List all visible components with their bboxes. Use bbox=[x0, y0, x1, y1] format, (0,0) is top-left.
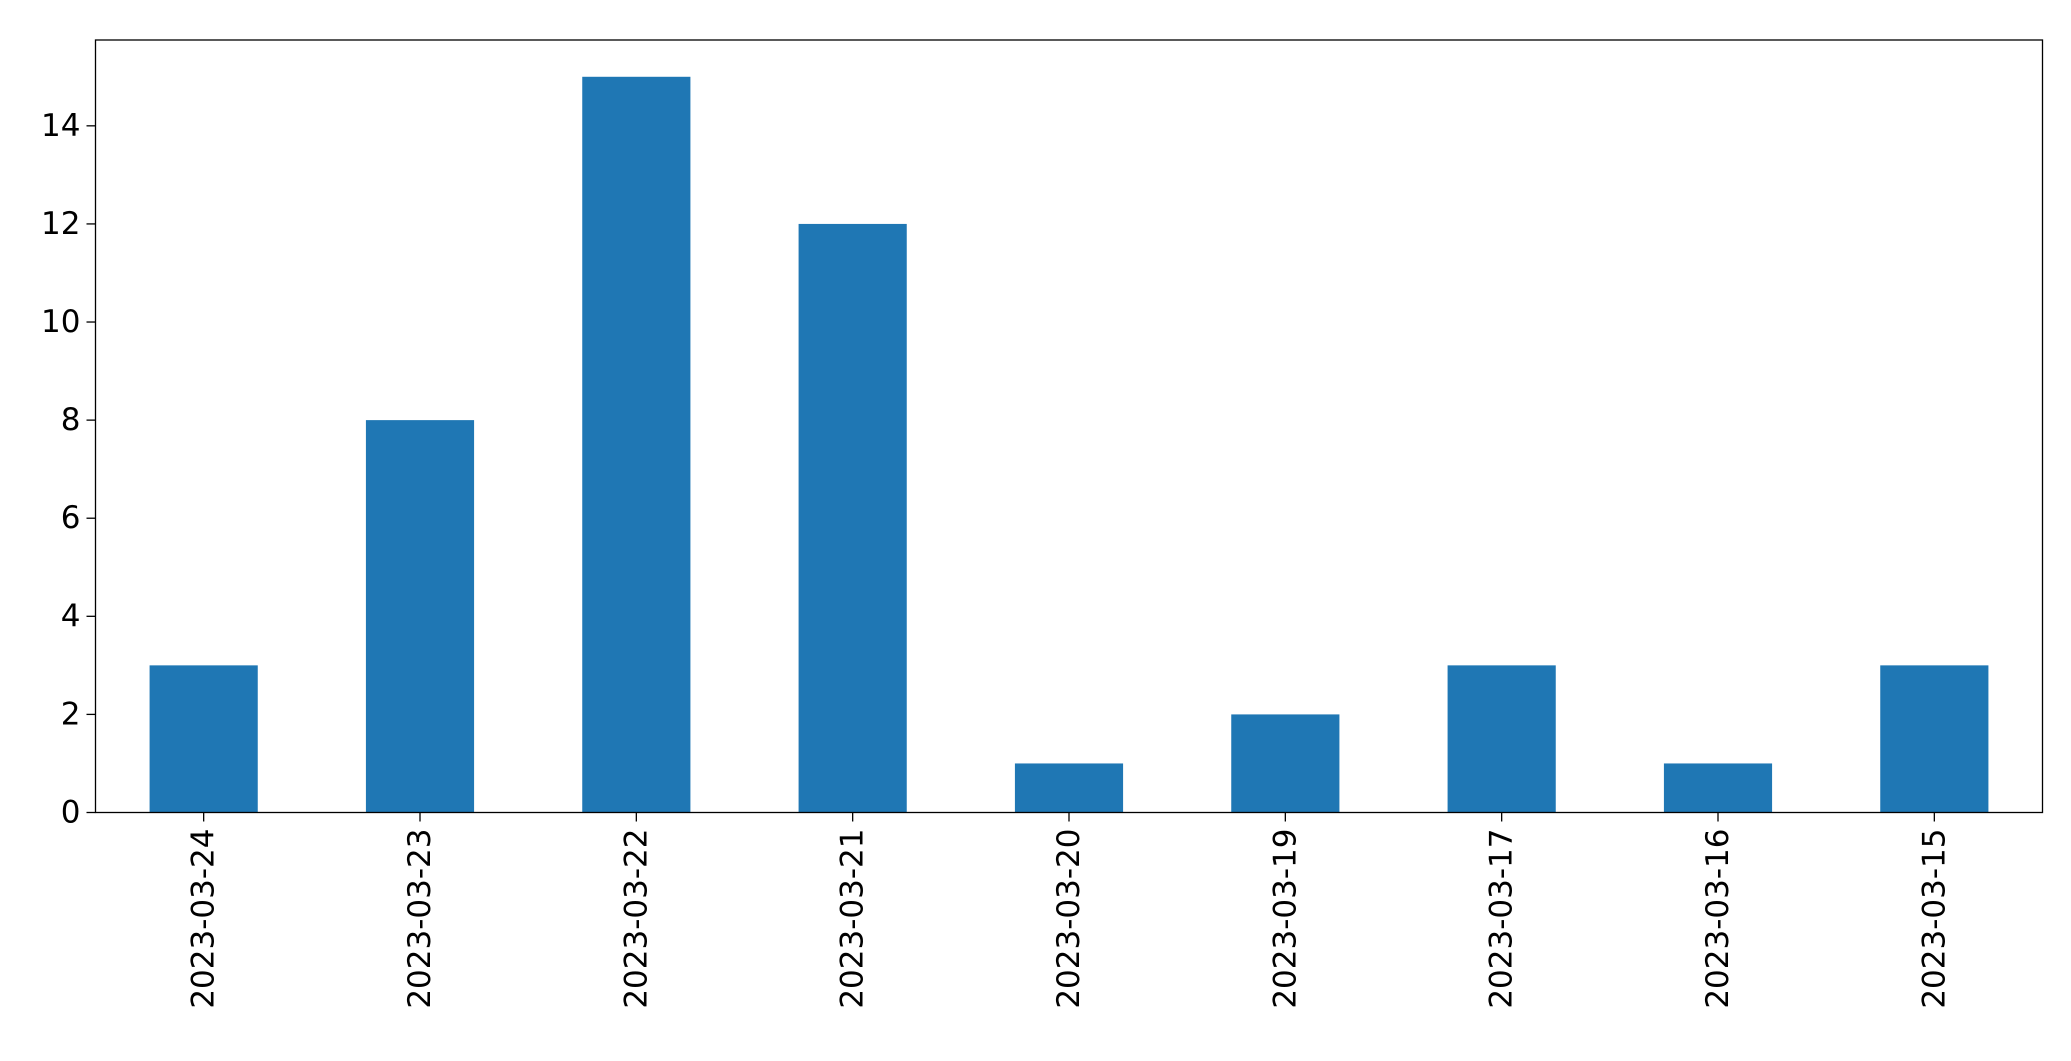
x-tick-label: 2023-03-20 bbox=[1051, 829, 1087, 1009]
bar bbox=[149, 665, 258, 813]
x-tick-label: 2023-03-15 bbox=[1916, 829, 1952, 1009]
y-tick-label: 12 bbox=[41, 206, 80, 242]
bar bbox=[798, 223, 907, 813]
x-tick-label: 2023-03-16 bbox=[1700, 829, 1736, 1009]
y-tick-label: 4 bbox=[61, 598, 81, 634]
x-tick-label: 2023-03-21 bbox=[835, 829, 871, 1009]
bar bbox=[582, 76, 691, 813]
x-tick-label: 2023-03-19 bbox=[1267, 829, 1303, 1009]
bar bbox=[365, 420, 475, 813]
x-tick-label: 2023-03-17 bbox=[1484, 829, 1520, 1009]
x-tick-label: 2023-03-22 bbox=[618, 829, 654, 1009]
y-tick-label: 10 bbox=[41, 304, 80, 340]
bar bbox=[1880, 665, 1989, 813]
y-tick-label: 0 bbox=[61, 795, 81, 831]
y-tick-label: 8 bbox=[61, 402, 81, 438]
y-tick-label: 14 bbox=[41, 108, 80, 144]
bar bbox=[1663, 763, 1773, 813]
y-tick-label: 6 bbox=[61, 500, 81, 536]
x-tick-label: 2023-03-24 bbox=[186, 829, 222, 1009]
y-tick-label: 2 bbox=[61, 696, 81, 732]
y-axis: 0 2 4 6 8 10 12 14 bbox=[41, 108, 96, 831]
x-axis: 2023-03-24 2023-03-23 2023-03-22 2023-03-21… bbox=[186, 812, 1952, 1009]
bars bbox=[149, 76, 1989, 813]
bar bbox=[1231, 714, 1340, 813]
bar bbox=[1014, 763, 1124, 813]
axes-frame bbox=[94, 39, 2044, 814]
bar bbox=[1447, 665, 1556, 813]
x-tick-label: 2023-03-23 bbox=[402, 829, 438, 1009]
